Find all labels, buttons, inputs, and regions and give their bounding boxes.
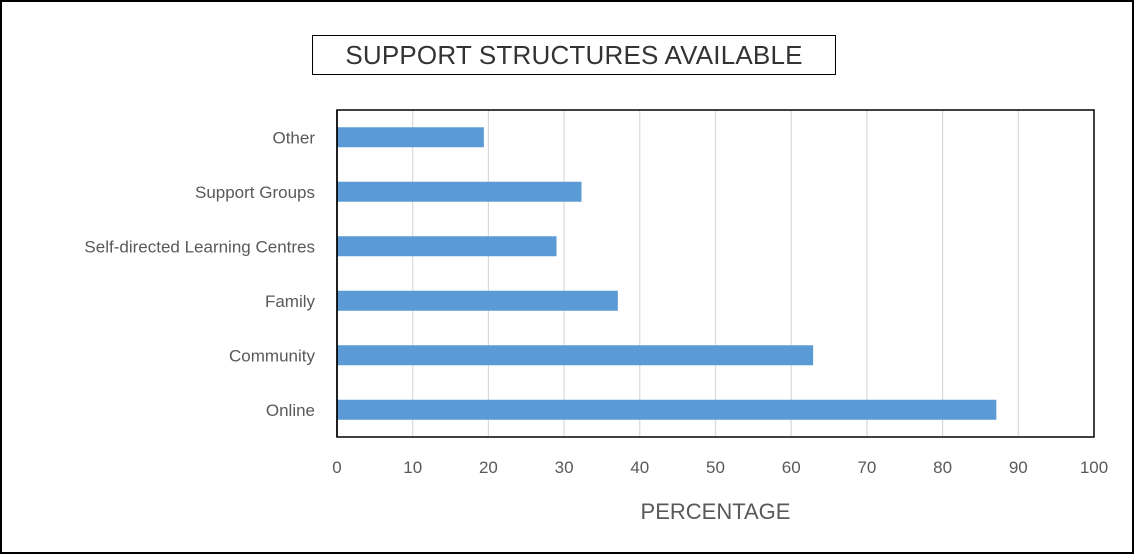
category-label: Community [229,346,315,365]
x-tick-label: 50 [706,458,725,477]
bar [337,181,582,202]
x-tick-label: 60 [782,458,801,477]
x-tick-label: 80 [933,458,952,477]
category-label: Support Groups [195,183,315,202]
x-tick-label: 90 [1009,458,1028,477]
chart-title: SUPPORT STRUCTURES AVAILABLE [345,39,803,70]
x-tick-label: 70 [857,458,876,477]
x-tick-label: 30 [555,458,574,477]
chart-title-box: SUPPORT STRUCTURES AVAILABLE [312,35,836,75]
x-tick-label: 10 [403,458,422,477]
x-tick-labels: 0 10 20 30 40 50 60 70 80 90 100 [332,458,1108,477]
x-tick-label: 100 [1080,458,1108,477]
x-tick-label: 20 [479,458,498,477]
category-label: Other [272,128,315,147]
x-tick-label: 40 [630,458,649,477]
category-label: Online [266,401,315,420]
bar [337,290,618,311]
category-label: Self-directed Learning Centres [84,237,315,256]
bar [337,236,557,257]
bar [337,345,814,366]
x-tick-label: 0 [332,458,341,477]
category-labels: Other Support Groups Self-directed Learnin… [84,128,315,420]
bar [337,399,997,420]
grid-lines [412,110,1019,437]
bars [337,127,997,420]
category-label: Family [265,292,316,311]
bar [337,127,484,148]
axes [336,109,1095,438]
x-axis-title: PERCENTAGE [641,499,791,524]
